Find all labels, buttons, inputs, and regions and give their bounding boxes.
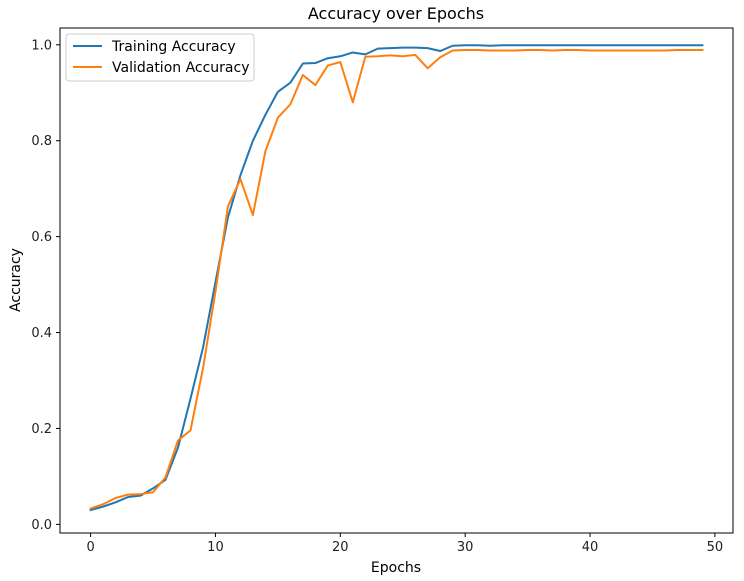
x-tick-label: 30 bbox=[457, 540, 474, 555]
plot-area bbox=[59, 27, 734, 534]
y-axis-title: Accuracy bbox=[8, 248, 24, 312]
y-tick-label: 0.8 bbox=[31, 134, 52, 149]
plot-frame bbox=[59, 27, 734, 534]
legend: Training Accuracy Validation Accuracy bbox=[65, 33, 255, 82]
x-tick-label: 0 bbox=[86, 540, 94, 555]
x-tick-label: 40 bbox=[582, 540, 599, 555]
legend-label-training: Training Accuracy bbox=[111, 39, 236, 55]
chart-title: Accuracy over Epochs bbox=[308, 4, 484, 23]
y-tick-label: 0.4 bbox=[31, 326, 52, 341]
series-layer bbox=[89, 44, 704, 512]
legend-box bbox=[65, 33, 255, 82]
y-tick-label: 0.2 bbox=[31, 422, 52, 437]
y-tick-label: 1.0 bbox=[31, 38, 52, 53]
legend-label-validation: Validation Accuracy bbox=[112, 60, 250, 76]
y-tick-label: 0.6 bbox=[31, 230, 52, 245]
x-tick-label: 20 bbox=[332, 540, 349, 555]
x-tick-label: 10 bbox=[207, 540, 224, 555]
x-axis-title: Epochs bbox=[371, 560, 421, 576]
y-tick-label: 0.0 bbox=[31, 518, 52, 533]
x-axis: 0 10 20 30 40 50 bbox=[86, 533, 723, 555]
series-line-training-accuracy bbox=[89, 44, 704, 512]
y-axis: 0.0 0.2 0.4 0.6 0.8 1.0 bbox=[31, 38, 60, 533]
x-tick-label: 50 bbox=[707, 540, 724, 555]
series-line-validation-accuracy bbox=[89, 49, 704, 510]
